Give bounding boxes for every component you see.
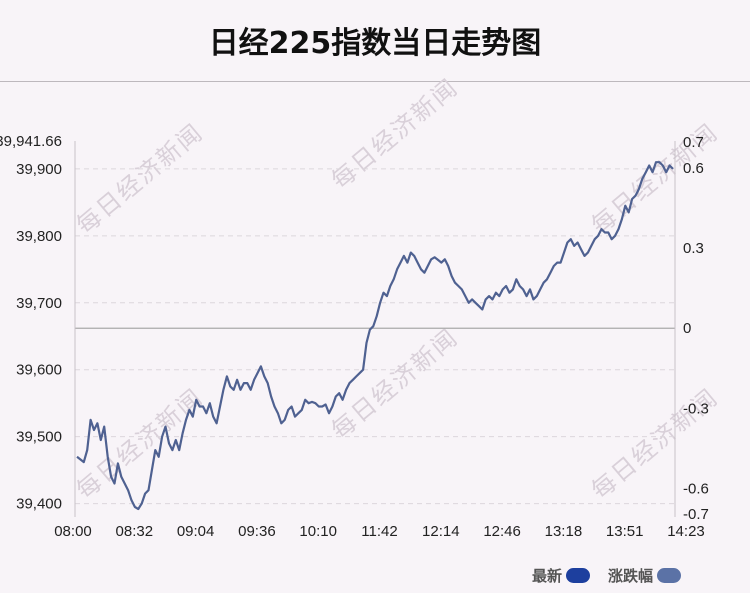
y-axis-left-ticks: 39,941.66 39,400 39,500 39,600 39,700 39,800 3… [0,133,62,513]
y-left-tick-label: 39,900 [16,161,62,178]
x-axis-ticks: 08:00 08:32 09:04 09:36 10:10 11:42 12:14 12:46… [54,523,705,540]
y-left-max-label: 39,941.66 [0,133,62,150]
y-left-tick-label: 39,500 [16,429,62,446]
grid-lines [75,168,675,505]
x-tick-label: 09:04 [177,523,215,540]
x-tick-label: 11:42 [361,523,397,540]
x-tick-label: 12:14 [422,523,460,540]
y-right-tick-label: 0 [683,320,691,337]
y-right-tick-label: 0.7 [683,134,704,151]
x-tick-label: 08:32 [116,523,154,540]
x-tick-label: 13:18 [545,523,583,540]
y-left-tick-label: 39,800 [16,228,62,245]
y-left-tick-label: 39,700 [16,295,62,312]
x-tick-label: 09:36 [238,523,276,540]
y-left-tick-label: 39,400 [16,496,62,513]
legend-change: 涨跌幅 [608,565,682,586]
x-tick-label: 12:46 [483,523,521,540]
y-right-tick-label: -0.7 [683,506,709,523]
series-line-nikkei [76,161,674,511]
watermark-text: 每日经济新闻 [71,118,209,240]
watermark-text: 每日经济新闻 [71,383,209,505]
x-tick-label: 14:23 [667,523,705,540]
legend-latest: 最新 [532,565,591,586]
legend-latest-label: 最新 [532,567,563,585]
watermark-text: 每日经济新闻 [326,323,464,445]
x-tick-label: 10:10 [299,523,337,540]
y-right-tick-label: 0.3 [683,240,704,257]
y-right-tick-label: 0.6 [683,160,704,177]
legend-change-swatch [657,568,682,583]
axes [74,141,676,517]
legend-change-label: 涨跌幅 [608,567,654,585]
y-right-tick-label: -0.6 [683,480,709,497]
y-axis-right-ticks: 0.7 0.6 0.3 0 -0.3 -0.6 -0.7 [683,134,709,523]
x-tick-label: 13:51 [606,523,644,540]
y-left-tick-label: 39,600 [16,362,62,379]
chart-title: 日经225指数当日走势图 [208,26,542,61]
x-tick-label: 08:00 [54,523,92,540]
legend-latest-swatch [566,568,591,583]
watermark-text: 每日经济新闻 [326,73,464,195]
title-divider [0,81,750,82]
y-right-tick-label: -0.3 [683,400,709,417]
